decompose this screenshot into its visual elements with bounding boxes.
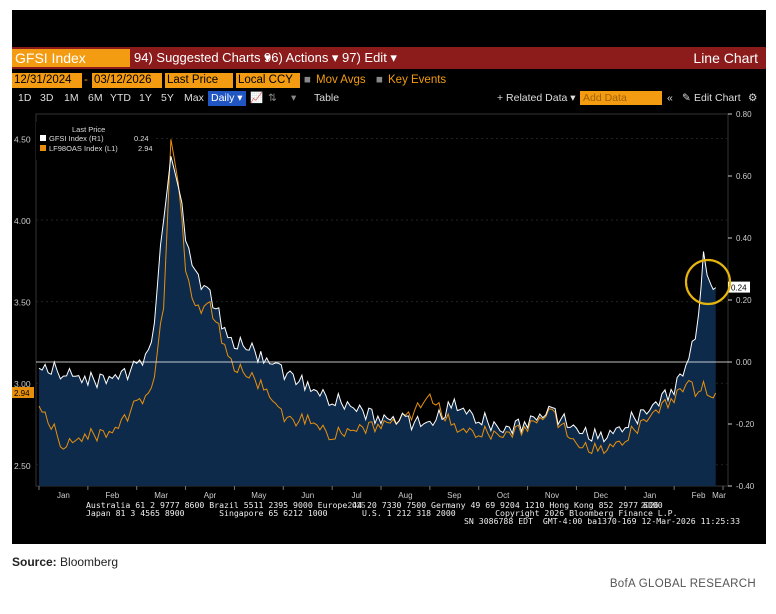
period-max[interactable]: Max [184,92,204,104]
month-tick-label: Mar [712,491,726,500]
table-button[interactable]: Table [314,92,340,104]
settings-bar: 12/31/2024 - 03/12/2026 Last Price Local… [12,73,766,89]
month-tick-label: Sep [447,491,462,500]
month-tick-label: Dec [594,491,608,500]
month-tick-label: Jul [351,491,361,500]
period-6m[interactable]: 6M [88,92,103,104]
brand-label: BofA GLOBAL RESEARCH [609,578,756,590]
highlight-circle [684,258,732,306]
bloomberg-terminal: GFSI Index 94) Suggested Charts ▾ 96) Ac… [12,10,766,544]
legend-value-lf98: 2.94 [138,144,153,153]
period-5y[interactable]: 5Y [161,92,174,104]
month-tick-label: Jan [57,491,70,500]
month-tick-label: Apr [204,491,217,500]
legend-swatch-gfsi [40,135,46,141]
axes: 2.50 3.00 3.50 4.00 4.50 -0.40 -0.20 0.00 0.20 0.… [12,110,755,508]
year-label: 2025 [348,501,366,508]
left-tick-label: 3.50 [14,298,31,308]
month-tick-label: May [251,491,266,500]
right-tick-label: 0.00 [736,358,752,367]
footer-line-1: Australia 61 2 9777 8600 Brazil 5511 239… [86,500,663,510]
last-value-gfsi: 0.24 [731,284,747,293]
month-tick-label: Jun [301,491,314,500]
ticker-field[interactable]: GFSI Index [12,49,130,67]
last-value-tag-gfsi [728,281,750,293]
month-tick-label: Oct [497,491,510,500]
frequency-select[interactable]: Daily ▾ [208,91,246,106]
source-note: Source: Bloomberg [12,555,118,569]
legend-box [36,122,156,160]
period-1y[interactable]: 1Y [139,92,152,104]
right-tick-label: 0.20 [736,296,752,305]
month-tick-label: Feb [105,491,119,500]
add-data-input[interactable]: Add Data [580,91,662,105]
legend: Last Price GFSI Index (R1) 0.24 LF98OAS … [36,122,156,160]
month-tick-label: Aug [398,491,412,500]
right-tick-label: 0.60 [736,172,752,181]
right-tick-label: 0.80 [736,110,752,119]
legend-swatch-lf98 [40,145,46,151]
start-date-field[interactable]: 12/31/2024 [12,73,82,88]
period-bar: 1D 3D 1M 6M YTD 1Y 5Y Max Daily ▾ 📈 ⇅ ▾ … [12,91,766,106]
footer-line-3: SN 3086788 EDT GMT-4:00 ba1370-169 12-Ma… [464,516,741,526]
date-separator: - [84,74,88,86]
period-1d[interactable]: 1D [18,92,32,104]
edit-chart-button[interactable]: Edit Chart [694,92,741,104]
period-3d[interactable]: 3D [40,92,54,104]
month-tick-label: Jan [643,491,656,500]
footer-line-2: Japan 81 3 4565 8900 Singapore 65 6212 1… [86,508,678,518]
collapse-icon[interactable]: « [667,92,673,104]
line-chart-icon[interactable]: 📈 [250,92,264,104]
function-bar: GFSI Index 94) Suggested Charts ▾ 96) Ac… [12,47,766,69]
last-value-tag-lf98 [12,387,34,398]
checkbox-icon[interactable]: ■ [304,74,311,86]
actions-menu[interactable]: 96) Actions ▾ [264,50,339,65]
left-tick-label: 4.00 [14,216,31,226]
checkbox-icon[interactable]: ■ [376,74,383,86]
period-1m[interactable]: 1M [64,92,79,104]
related-data-button[interactable]: + Related Data ▾ [497,92,576,104]
line-chart: 2.50 3.00 3.50 4.00 4.50 -0.40 -0.20 0.00 0.20 0.… [12,110,755,508]
legend-value-gfsi: 0.24 [134,134,149,143]
chevron-down-icon[interactable]: ▾ [291,92,297,104]
month-tick-label: Feb [692,491,706,500]
suggested-charts-menu[interactable]: 94) Suggested Charts ▾ [134,50,271,65]
bar-style-icon[interactable]: ⇅ [268,92,277,104]
gfsi-area [39,156,716,486]
month-tick-label: Mar [154,491,168,500]
end-date-field[interactable]: 03/12/2026 [92,73,162,88]
gear-icon[interactable]: ⚙ [748,92,758,104]
lf98oas-line [38,139,717,455]
currency-select[interactable]: Local CCY [236,73,300,88]
left-tick-label: 3.00 [14,379,31,389]
mov-avgs-toggle[interactable]: Mov Avgs [316,74,366,86]
gfsi-line [38,156,717,443]
key-events-toggle[interactable]: Key Events [388,74,447,86]
source-value: Bloomberg [60,555,119,569]
legend-label-gfsi: GFSI Index (R1) [49,134,104,143]
period-ytd[interactable]: YTD [110,92,131,104]
right-tick-label: 0.40 [736,234,752,243]
source-label: Source: [12,555,57,569]
right-tick-label: -0.40 [736,482,755,491]
field-select[interactable]: Last Price [165,73,233,88]
year-label: 2026 [641,501,659,508]
pencil-icon[interactable]: ✎ [682,92,691,104]
edit-menu[interactable]: 97) Edit ▾ [342,50,397,65]
chart-type-label: Line Chart [693,50,758,66]
left-tick-label: 4.50 [14,134,31,144]
month-tick-label: Nov [545,491,559,500]
legend-header: Last Price [72,125,105,134]
legend-label-lf98: LF98OAS Index (L1) [49,144,118,153]
right-tick-label: -0.20 [736,420,755,429]
last-value-lf98: 2.94 [14,389,30,398]
left-tick-label: 2.50 [14,461,31,471]
